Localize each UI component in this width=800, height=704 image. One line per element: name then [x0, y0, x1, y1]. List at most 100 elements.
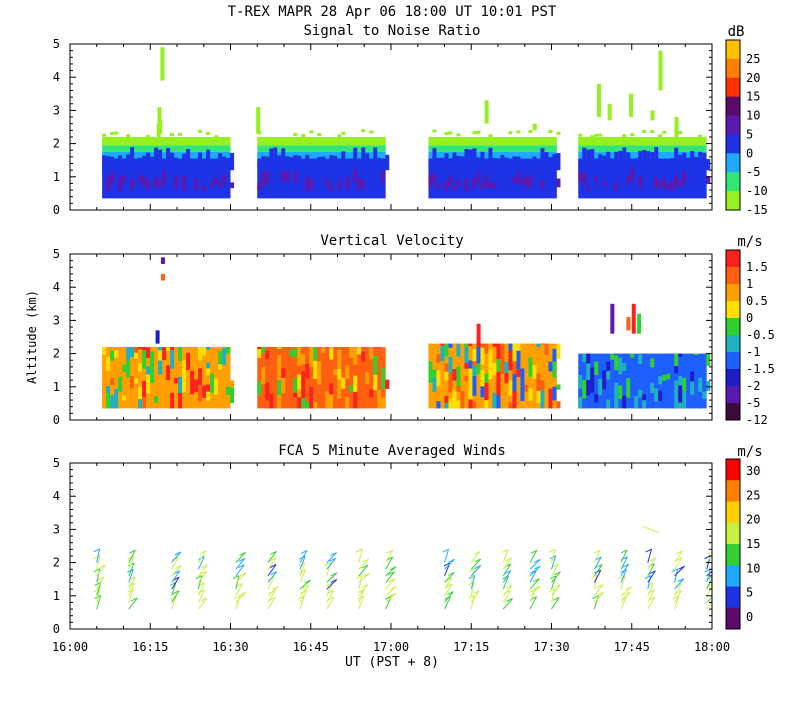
velocity-cell	[520, 344, 524, 354]
velocity-cell	[504, 373, 508, 383]
velocity-cell	[349, 347, 353, 351]
snr-cell	[556, 179, 560, 188]
velocity-cell	[492, 363, 496, 375]
snr-cell	[337, 181, 341, 190]
velocity-cell	[512, 353, 516, 362]
snr-cell	[528, 177, 532, 187]
velocity-cell	[540, 380, 544, 389]
colorbar-swatch	[726, 134, 740, 153]
colorbar-label: 25	[746, 52, 760, 66]
snr-cell	[536, 162, 540, 170]
velocity-cell	[126, 360, 130, 378]
snr-cell	[608, 104, 612, 121]
velocity-cell	[662, 375, 666, 381]
velocity-cell	[122, 395, 126, 400]
snr-cell	[178, 159, 182, 170]
snr-cell	[670, 180, 674, 191]
velocity-cell	[146, 358, 150, 366]
velocity-cell	[313, 402, 317, 409]
velocity-cell	[277, 347, 281, 349]
velocity-cell	[658, 376, 662, 384]
velocity-cell	[142, 397, 146, 409]
snr-cell	[321, 157, 325, 171]
velocity-cell	[293, 368, 297, 378]
snr-cell	[261, 172, 265, 186]
velocity-cell	[626, 354, 630, 361]
snr-cell	[194, 159, 198, 170]
y-tick-label: 3	[53, 522, 60, 536]
snr-cell	[154, 177, 158, 187]
snr-cell	[472, 131, 476, 134]
velocity-cell	[158, 347, 162, 350]
snr-cell	[520, 179, 524, 185]
velocity-cell	[464, 344, 468, 347]
colorbar-swatch	[726, 480, 740, 502]
velocity-cell	[257, 347, 261, 349]
snr-cell	[142, 156, 146, 170]
velocity-cell	[500, 344, 504, 361]
velocity-cell	[265, 351, 269, 360]
velocity-cell	[622, 396, 626, 409]
snr-cell	[118, 177, 122, 191]
snr-cell	[174, 158, 178, 171]
x-tick-label: 16:00	[52, 640, 88, 654]
velocity-cell	[512, 344, 516, 353]
velocity-cell	[492, 344, 496, 347]
snr-cell	[586, 185, 590, 190]
velocity-cell	[170, 393, 174, 408]
velocity-cell	[452, 381, 456, 391]
snr-band	[428, 145, 556, 152]
velocity-cell	[582, 398, 586, 408]
velocity-cell	[686, 377, 690, 393]
y-tick-label: 5	[53, 37, 60, 51]
snr-cell	[114, 132, 118, 135]
velocity-cell	[230, 380, 234, 387]
velocity-cell	[146, 375, 150, 394]
velocity-cell	[552, 387, 556, 401]
velocity-cell	[301, 371, 305, 385]
velocity-cell	[357, 389, 361, 409]
snr-cell	[682, 153, 686, 171]
x-tick-label: 16:15	[132, 640, 168, 654]
colorbar-label: 10	[746, 561, 760, 575]
velocity-cell	[448, 399, 452, 409]
velocity-cell	[126, 378, 130, 389]
velocity-cell	[166, 351, 170, 357]
velocity-cell	[666, 354, 670, 356]
velocity-cell	[662, 381, 666, 394]
velocity-cell	[206, 347, 210, 350]
y-tick-label: 4	[53, 280, 60, 294]
snr-cell	[590, 149, 594, 170]
snr-cell	[178, 133, 182, 136]
wind-barb	[359, 565, 368, 576]
colorbar-label: 25	[746, 488, 760, 502]
velocity-cell	[162, 352, 166, 360]
snr-cell	[162, 161, 166, 170]
snr-cell	[610, 158, 614, 170]
velocity-cell	[480, 386, 484, 397]
velocity-cell	[512, 374, 516, 392]
velocity-cell	[261, 367, 265, 384]
velocity-cell	[614, 354, 618, 356]
velocity-cell	[325, 391, 329, 408]
velocity-cell	[202, 385, 206, 397]
velocity-cell	[226, 347, 230, 354]
snr-cell	[706, 159, 710, 170]
velocity-cell	[606, 371, 610, 380]
x-axis-label: UT (PST + 8)	[345, 655, 439, 670]
snr-band	[578, 137, 706, 145]
velocity-cell	[452, 390, 456, 408]
velocity-cell	[285, 397, 289, 409]
velocity-cell	[373, 356, 377, 375]
velocity-cell	[182, 379, 186, 393]
velocity-cell	[480, 348, 484, 365]
snr-cell	[154, 148, 158, 170]
velocity-cell	[194, 392, 198, 408]
snr-cell	[162, 171, 166, 185]
snr-cell	[114, 160, 118, 171]
snr-cell	[516, 172, 520, 184]
velocity-cell	[226, 387, 230, 396]
velocity-cell	[214, 373, 218, 379]
velocity-cell	[369, 389, 373, 397]
